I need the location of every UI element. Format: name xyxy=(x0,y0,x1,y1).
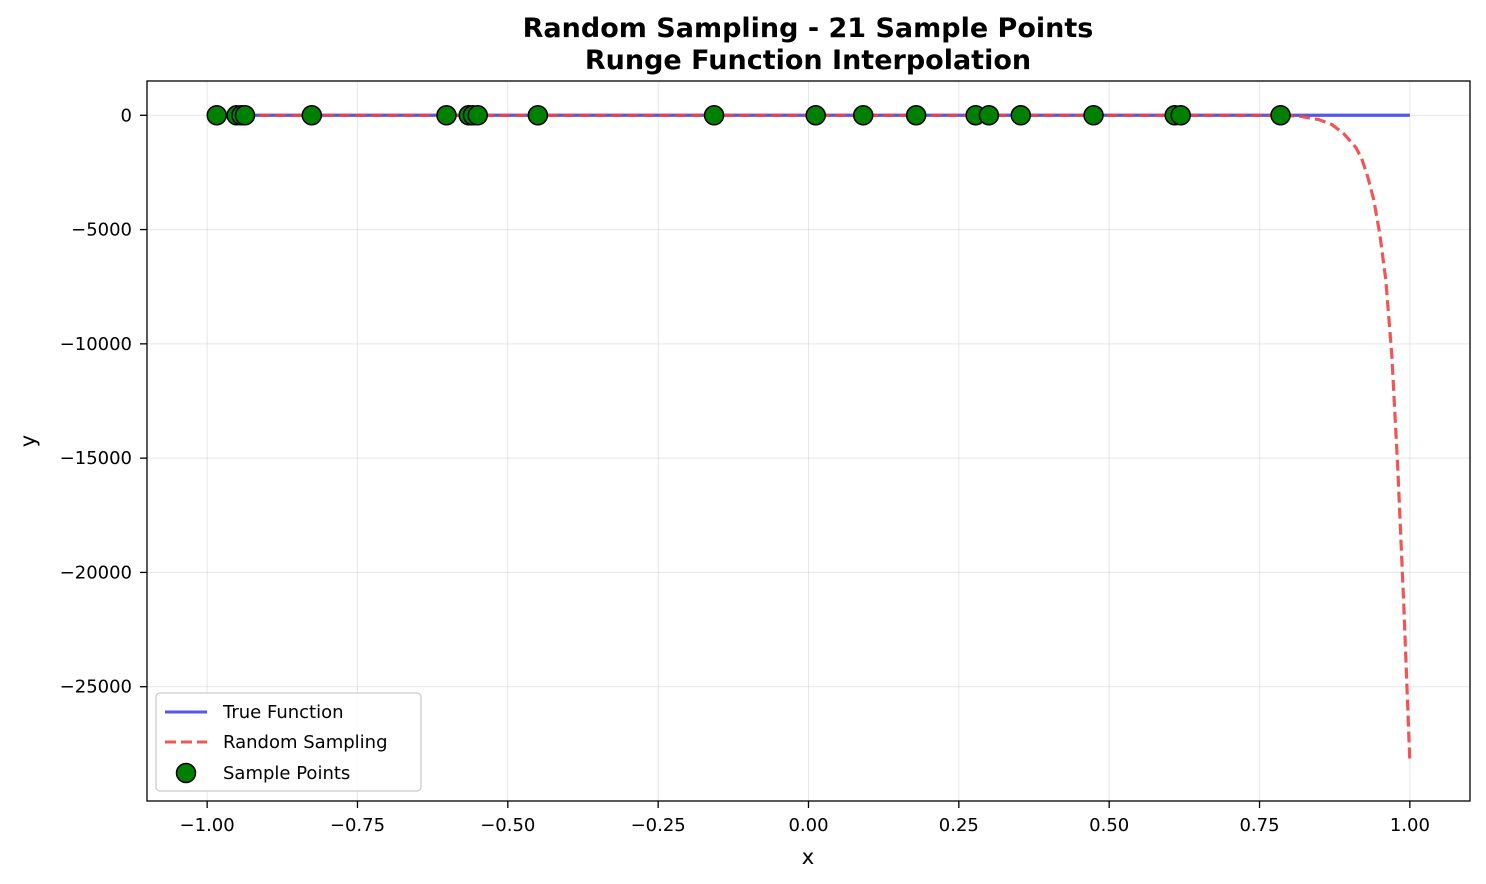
sample-point xyxy=(1083,105,1104,126)
x-tick-label: −0.50 xyxy=(480,815,535,836)
y-tick-label: −20000 xyxy=(60,562,132,583)
legend-true-function-label: True Function xyxy=(222,702,344,723)
sample-point xyxy=(1170,105,1191,126)
y-axis-label: y xyxy=(16,435,40,447)
chart-title-line-2: Runge Function Interpolation xyxy=(585,45,1031,76)
sample-point xyxy=(206,105,228,126)
sample-point xyxy=(805,105,826,126)
sample-point xyxy=(436,105,457,126)
sample-point xyxy=(234,105,256,126)
x-tick-label: −0.75 xyxy=(330,815,385,836)
sample-point xyxy=(1270,105,1291,126)
y-tick-label: −5000 xyxy=(71,220,132,241)
sample-point xyxy=(301,105,323,126)
sample-point xyxy=(467,105,488,126)
sample-point xyxy=(527,105,549,126)
x-tick-label: 0.50 xyxy=(1089,815,1129,836)
legend-random-sampling-label: Random Sampling xyxy=(223,732,388,753)
y-tick-label: −25000 xyxy=(60,677,132,698)
sample-points-layer xyxy=(206,105,1291,126)
x-tick-label: −0.25 xyxy=(631,815,686,836)
y-tick-label: 0 xyxy=(121,105,132,126)
legend-box xyxy=(155,692,422,792)
y-axis-ticks: 0 −5000 −10000 −15000 −20000 −25000 xyxy=(60,105,147,698)
sample-point xyxy=(978,105,1000,126)
chart-title-line-1: Random Sampling - 21 Sample Points xyxy=(523,13,1094,44)
sample-point xyxy=(1010,105,1032,126)
legend-sample-points-label: Sample Points xyxy=(223,763,350,784)
random-sampling-line xyxy=(243,113,1412,763)
sample-point xyxy=(852,105,874,126)
sample-point xyxy=(905,105,927,126)
legend: True Function Random Sampling Sample Poi… xyxy=(155,692,422,792)
x-tick-label: −1.00 xyxy=(180,815,235,836)
x-tick-label: 0.00 xyxy=(788,815,828,836)
x-tick-label: 1.00 xyxy=(1390,815,1430,836)
sample-point xyxy=(703,105,725,126)
y-tick-label: −15000 xyxy=(60,448,132,469)
x-axis-label: x xyxy=(802,845,814,869)
legend-sample-points-marker xyxy=(175,762,197,784)
x-tick-label: 0.25 xyxy=(939,815,979,836)
x-tick-label: 0.75 xyxy=(1239,815,1279,836)
y-tick-label: −10000 xyxy=(60,334,132,355)
x-axis-ticks: −1.00 −0.75 −0.50 −0.25 0.00 0.25 0.50 0.75 1.00 xyxy=(180,801,1430,836)
